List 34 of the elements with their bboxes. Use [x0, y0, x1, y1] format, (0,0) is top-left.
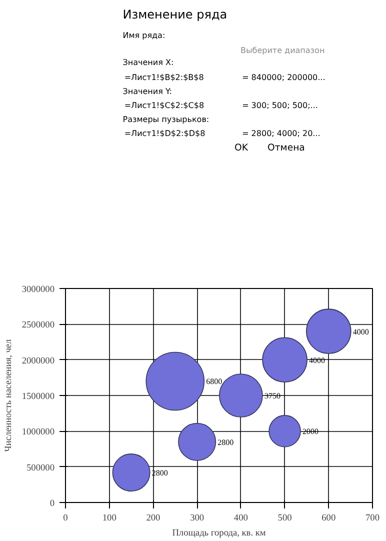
y-axis-title: Численность населения, чел: [4, 338, 14, 452]
text: = 300; 500; 500;...: [242, 101, 318, 110]
text: OK: [234, 142, 249, 154]
x-tick-label: 0: [63, 514, 68, 524]
text: Имя ряда:: [122, 31, 166, 40]
data-label: 6800: [206, 377, 222, 386]
text: Отмена: [268, 142, 305, 154]
x-tick-label: 400: [234, 514, 248, 524]
text: =Лист1!$B$2:$B$8: [124, 73, 204, 82]
y-tick-label: 0: [50, 499, 55, 509]
text: Размеры пузырьков:: [122, 115, 210, 124]
y-tick-label: 3000000: [22, 285, 55, 295]
text: Значения X:: [122, 58, 174, 67]
x-tick-label: 500: [278, 514, 292, 524]
text: Значения Y:: [122, 87, 172, 96]
text: Выберите диапазон: [240, 46, 325, 55]
y-tick-label: 2500000: [22, 320, 55, 331]
text: =Лист1!$C$2:$C$8: [124, 101, 204, 110]
y-tick-label: 1500000: [22, 392, 55, 402]
x-tick-label: 100: [102, 514, 117, 524]
y-tick-label: 1000000: [22, 428, 55, 438]
text: =Лист1!$D$2:$D$8: [124, 129, 206, 138]
data-label: 2800: [218, 438, 234, 447]
x-axis-title: Площадь города, кв. км: [172, 528, 266, 538]
y-tick-label: 500000: [26, 463, 55, 474]
y-tick-label: 2000000: [22, 356, 55, 366]
x-tick-label: 300: [190, 514, 204, 524]
x-tick-label: 600: [322, 514, 336, 524]
text: = 840000; 200000...: [242, 73, 326, 82]
text: Изменение ряда: [122, 8, 228, 22]
x-tick-label: 200: [146, 514, 161, 524]
x-tick-label: 700: [366, 514, 380, 524]
data-label: 4000: [352, 327, 369, 336]
text: = 2800; 4000; 20...: [242, 129, 320, 138]
